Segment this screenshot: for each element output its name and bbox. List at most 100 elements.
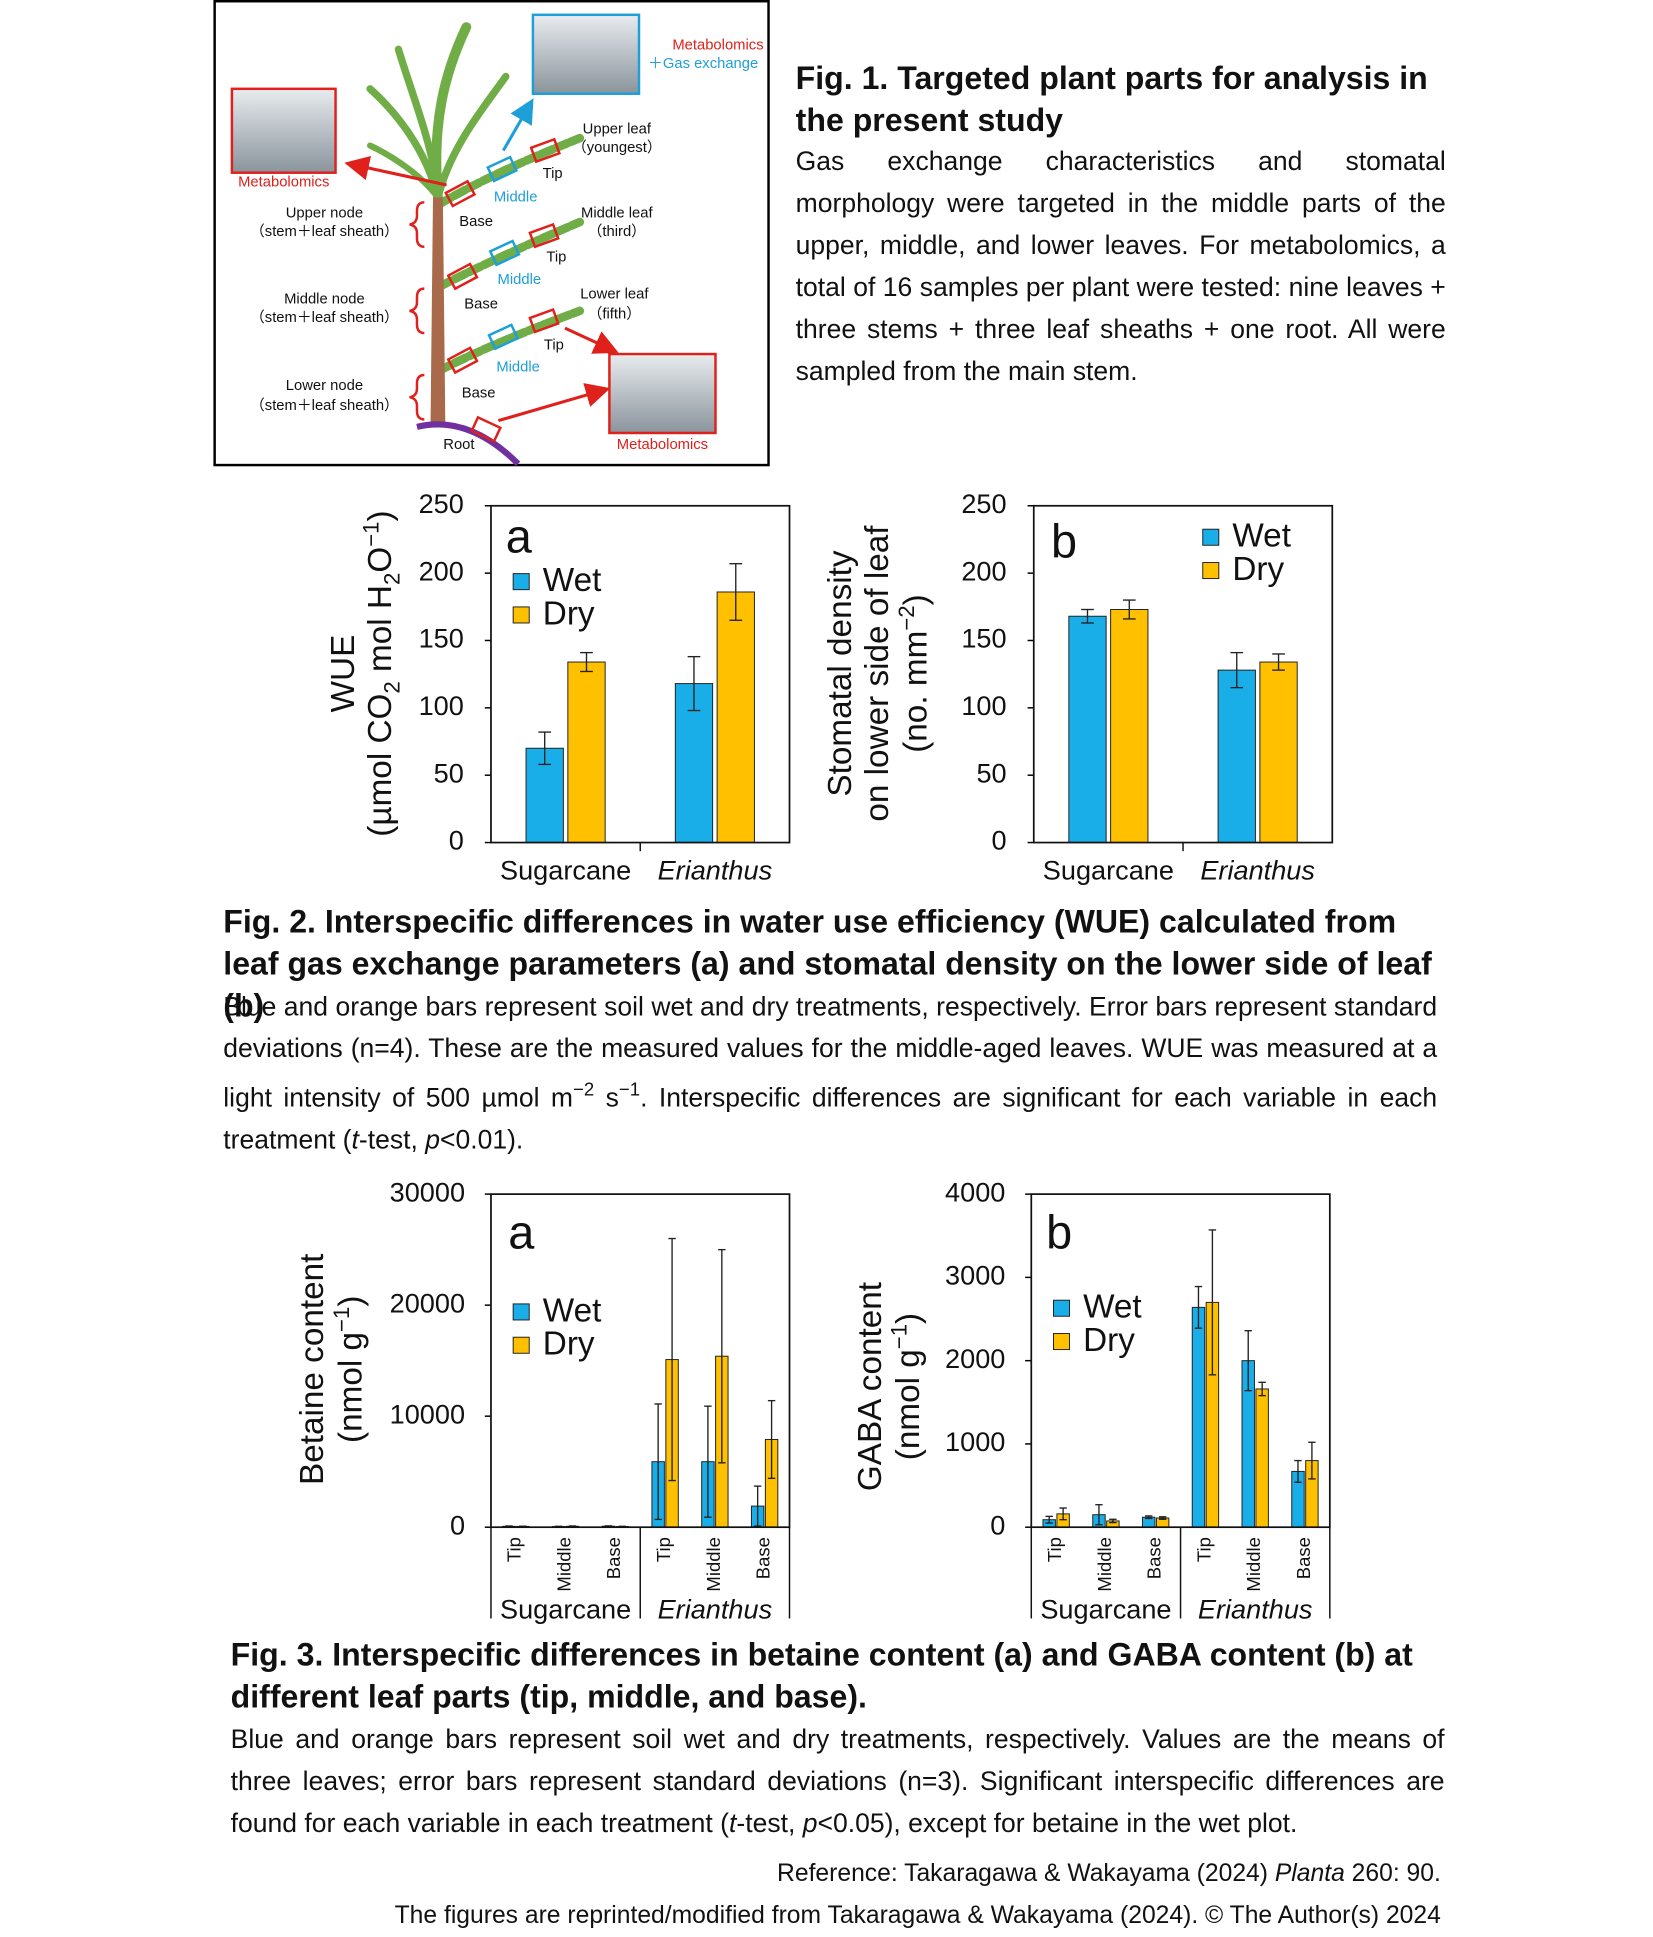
diagram-label: （stem＋leaf sheath）	[250, 223, 399, 240]
y-axis-title: (µmol CO2 mol H2O−1)	[359, 510, 405, 836]
photo	[230, 87, 337, 174]
text: <0.01).	[439, 1125, 524, 1155]
text: 260: 90.	[1344, 1860, 1441, 1888]
diagram-label: Middle	[494, 189, 538, 205]
text: t	[729, 1808, 737, 1839]
text: Blue and orange bars represent soil wet …	[223, 991, 1438, 1113]
x-tick-label: Base	[1293, 1537, 1314, 1579]
photo	[531, 13, 641, 95]
legend-label: Dry	[1232, 551, 1284, 588]
bar	[1191, 1306, 1206, 1528]
caption-title: Fig. 2. Interspecific differences in wat…	[223, 902, 1432, 1024]
y-tick-label: 4000	[945, 1176, 1005, 1207]
arrows	[344, 98, 619, 423]
leaves	[366, 22, 585, 375]
y-axis-title-part: )	[890, 1313, 927, 1324]
y-tick-label: 10000	[390, 1398, 465, 1429]
sample-boxes	[444, 137, 561, 443]
y-axis-title-part: )	[897, 594, 934, 605]
diagram-label: Base	[459, 214, 493, 230]
bar	[1068, 615, 1107, 844]
caption-text: Gas exchange characteristics and stomata…	[795, 146, 1446, 387]
y-tick-label: 200	[419, 555, 464, 586]
legend-label: Wet	[543, 1292, 602, 1329]
bar	[567, 661, 606, 844]
caption-title: Fig. 1. Targeted plant parts for analysi…	[795, 59, 1428, 139]
diagram-label: Lower leaf	[580, 287, 649, 303]
legend-label: Dry	[1083, 1322, 1135, 1359]
y-axis-title-part: 2	[380, 573, 405, 585]
text: Reference: Takaragawa & Wakayama (2024)	[777, 1860, 1275, 1888]
diagram-label: Upper node	[286, 205, 363, 221]
y-axis-title-part: 2	[380, 681, 405, 693]
text: Blue and orange bars represent soil wet …	[230, 1724, 1445, 1839]
group-label: Erianthus	[1198, 1593, 1313, 1624]
y-tick-label: 1000	[945, 1426, 1005, 1457]
y-tick-label: 250	[419, 488, 464, 519]
x-tick-label: Sugarcane	[1043, 854, 1174, 885]
y-tick-label: 150	[419, 623, 464, 654]
plot-frame	[1030, 1193, 1331, 1529]
diagram-label: Middle	[496, 360, 540, 376]
legend-label: Wet	[1232, 518, 1291, 555]
braces	[409, 201, 425, 421]
legend-label: Wet	[1083, 1289, 1142, 1326]
y-axis-title: (no. mm−2)	[894, 594, 934, 753]
group-label: Sugarcane	[1040, 1593, 1171, 1624]
y-axis-title-part: Stomatal density	[822, 550, 859, 797]
legend-swatch	[512, 606, 530, 624]
panel-label: a	[508, 1206, 535, 1258]
y-tick-label: 0	[450, 1509, 465, 1540]
diagram-label: Middle leaf	[581, 205, 653, 221]
diagram-label: Tip	[543, 166, 563, 182]
y-tick-label: 2000	[945, 1343, 1005, 1374]
y-axis-title-part: O	[362, 547, 399, 573]
y-tick-label: 3000	[945, 1260, 1005, 1291]
legend-swatch	[512, 573, 530, 591]
bar	[1255, 1388, 1269, 1528]
diagram-label: Upper leaf	[583, 121, 652, 137]
y-axis-title-part: −2	[894, 605, 919, 630]
y-axis-title-part: )	[332, 1296, 369, 1307]
diagram-label: （fifth）	[588, 305, 641, 322]
x-tick-label: Tip	[653, 1537, 674, 1562]
y-axis-title-part: )	[362, 510, 399, 521]
plot-frame	[490, 1193, 791, 1529]
x-tick-label: Base	[753, 1537, 774, 1579]
x-tick-label: Middle	[1243, 1537, 1264, 1592]
diagram-label: Tip	[544, 337, 564, 353]
x-tick-label: Middle	[1094, 1537, 1115, 1592]
y-axis-title-part: on lower side of leaf	[859, 525, 896, 822]
y-axis-title: on lower side of leaf	[859, 525, 896, 822]
diagram-label: Root	[443, 437, 474, 453]
reference: Reference: Takaragawa & Wakayama (2024) …	[777, 1860, 1441, 1888]
credit: The figures are reprinted/modified from …	[394, 1902, 1441, 1930]
y-axis-title-part: (µmol CO	[362, 694, 399, 837]
x-tick-label: Sugarcane	[500, 854, 631, 885]
diagram-label: Metabolomics	[672, 38, 763, 54]
x-tick-label: Tip	[504, 1537, 525, 1562]
legend-swatch	[512, 1336, 530, 1354]
y-tick-label: 0	[449, 825, 464, 856]
text: s	[594, 1083, 619, 1113]
y-tick-label: 150	[961, 623, 1006, 654]
y-axis-title-part: WUE	[325, 635, 362, 713]
y-axis-title-part: (nmol g	[332, 1332, 369, 1443]
text: <0.05), except for betaine in the wet pl…	[817, 1808, 1298, 1839]
diagram-label: Lower node	[286, 378, 363, 394]
panel-label: b	[1046, 1206, 1072, 1258]
diagram-label: Base	[464, 297, 498, 313]
x-tick-label: Base	[603, 1537, 624, 1579]
y-tick-label: 0	[990, 1509, 1005, 1540]
x-tick-label: Middle	[703, 1537, 724, 1592]
y-tick-label: 250	[961, 488, 1006, 519]
root	[416, 421, 521, 467]
diagram-label: ＋Gas exchange	[648, 56, 758, 72]
text: Planta	[1274, 1860, 1345, 1888]
y-axis-title-part: mol H	[362, 585, 399, 681]
legend-label: Wet	[543, 562, 602, 599]
y-axis-title-part: −1	[329, 1307, 354, 1332]
